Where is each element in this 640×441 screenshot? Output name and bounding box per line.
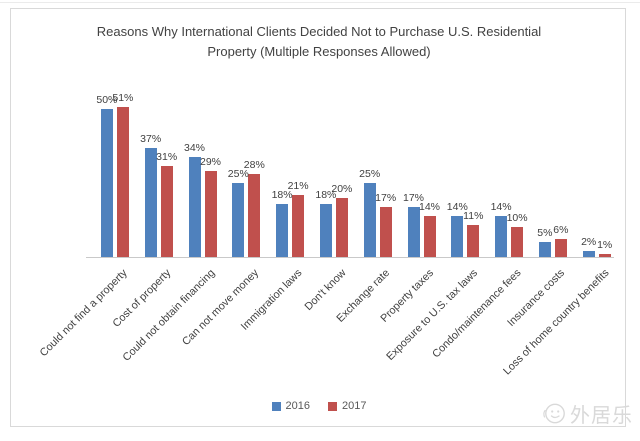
- legend-item-2016: 2016: [271, 400, 310, 412]
- data-label-2016-immigration-laws: 18%: [271, 189, 293, 201]
- data-label-2016-exposure-to-u-s-tax-laws: 14%: [446, 201, 468, 213]
- data-label-2016-exchange-rate: 25%: [359, 168, 381, 180]
- legend-swatch-2016: [271, 401, 281, 411]
- category-label-can-not-move-money: Can not move money: [179, 267, 261, 349]
- category-label-condo-maintenance-fees: Condo/maintenance fees: [430, 267, 524, 361]
- data-label-2017-insurance-costs: 6%: [553, 224, 569, 236]
- bar-2016-exposure-to-u-s-tax-laws: [451, 216, 464, 257]
- data-label-2017-could-not-find-a-property: 51%: [112, 92, 134, 104]
- page-top-divider: [0, 2, 640, 3]
- watermark-text: 外居乐: [570, 404, 633, 427]
- chart-title-line-1: Reasons Why International Clients Decide…: [96, 24, 542, 39]
- bar-2017-insurance-costs: [554, 239, 567, 257]
- bar-2016-could-not-find-a-property: [100, 109, 113, 257]
- bar-2016-loss-of-home-country-benefits: [582, 251, 595, 257]
- data-label-2016-property-taxes: 17%: [402, 192, 425, 204]
- data-label-2016-could-not-obtain-financing: 34%: [183, 142, 206, 154]
- legend-label-2017: 2017: [342, 400, 367, 412]
- data-label-2017-immigration-laws: 21%: [287, 180, 309, 192]
- smiley-face-logo-icon: [543, 403, 565, 423]
- data-label-2017-could-not-obtain-financing: 29%: [199, 156, 222, 168]
- data-label-2016-condo-maintenance-fees: 14%: [490, 201, 512, 213]
- data-label-2016-don-t-know: 18%: [315, 189, 337, 201]
- bar-2017-property-taxes: [423, 216, 436, 257]
- bar-2017-could-not-obtain-financing: [204, 171, 217, 257]
- bar-2016-could-not-obtain-financing: [188, 157, 201, 257]
- chart-title-line-2: Property (Multiple Responses Allowed): [207, 44, 431, 59]
- bar-2016-exchange-rate: [363, 183, 376, 257]
- bar-2016-property-taxes: [407, 207, 420, 257]
- bar-2017-could-not-find-a-property: [116, 107, 129, 257]
- bar-2016-condo-maintenance-fees: [495, 216, 508, 257]
- bar-2016-immigration-laws: [276, 204, 289, 257]
- bar-2017-condo-maintenance-fees: [511, 227, 524, 257]
- legend-item-2017: 2017: [328, 400, 366, 412]
- data-label-2017-property-taxes: 14%: [418, 201, 441, 213]
- bar-2017-exchange-rate: [379, 207, 392, 257]
- bar-2017-don-t-know: [335, 198, 348, 257]
- category-label-could-not-find-a-property: Could not find a property: [37, 267, 130, 360]
- watermark: 外居乐: [542, 400, 633, 427]
- legend-swatch-2017: [328, 401, 337, 411]
- data-label-2017-condo-maintenance-fees: 10%: [506, 212, 528, 224]
- data-label-2016-cost-of-property: 37%: [140, 133, 162, 145]
- data-label-2017-can-not-move-money: 28%: [243, 159, 265, 171]
- x-axis-line: [86, 257, 614, 258]
- data-label-2017-exchange-rate: 17%: [375, 192, 397, 204]
- bar-2016-cost-of-property: [144, 148, 157, 257]
- data-label-2016-loss-of-home-country-benefits: 2%: [581, 236, 597, 248]
- legend-label-2016: 2016: [285, 400, 310, 412]
- bar-2017-immigration-laws: [292, 195, 305, 257]
- data-label-2017-exposure-to-u-s-tax-laws: 11%: [463, 210, 484, 222]
- bar-2016-insurance-costs: [538, 242, 551, 257]
- data-label-2017-don-t-know: 20%: [331, 183, 353, 195]
- data-label-2017-cost-of-property: 31%: [156, 151, 178, 163]
- data-label-2016-insurance-costs: 5%: [537, 227, 553, 239]
- bar-2017-exposure-to-u-s-tax-laws: [467, 225, 480, 257]
- chart-legend: 2016 2017: [11, 400, 627, 412]
- bar-2017-loss-of-home-country-benefits: [598, 254, 611, 257]
- data-label-2017-loss-of-home-country-benefits: 1%: [597, 239, 613, 251]
- bar-2017-can-not-move-money: [248, 174, 261, 257]
- data-label-2016-can-not-move-money: 25%: [227, 168, 249, 180]
- category-label-don-t-know: Don't know: [302, 267, 349, 314]
- data-label-2016-could-not-find-a-property: 50%: [96, 94, 118, 106]
- bar-2016-can-not-move-money: [232, 183, 245, 257]
- chart-title: Reasons Why International Clients Decide…: [59, 22, 579, 62]
- plot-area: 50% 51% Could not find a property 37% 31% Cos…: [11, 9, 627, 428]
- bar-chart: Reasons Why International Clients Decide…: [10, 8, 626, 427]
- bar-2016-don-t-know: [319, 204, 332, 257]
- bar-2017-cost-of-property: [160, 166, 173, 257]
